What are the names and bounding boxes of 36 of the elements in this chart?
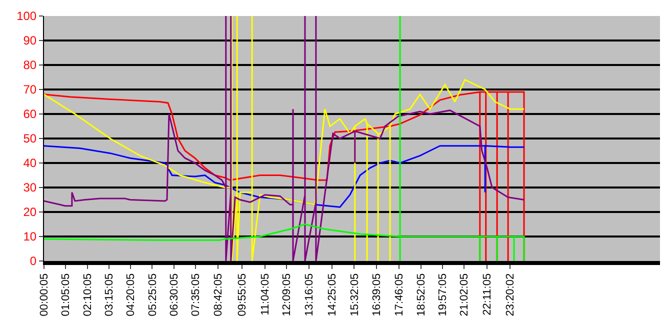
line-series <box>44 91 525 261</box>
y-tick-label: 30 <box>23 180 37 195</box>
y-tick-label: 50 <box>23 132 37 146</box>
x-tick-label: 13:16:05 <box>304 273 316 316</box>
x-tick-label: 08:42:05 <box>212 273 224 316</box>
x-tick-label: 11:04:05 <box>260 273 272 316</box>
x-tick-label: 00:00:05 <box>38 273 51 316</box>
x-tick-label: 02:10:05 <box>82 273 94 316</box>
y-tick-label: 0 <box>30 254 37 268</box>
y-tick-label: 40 <box>23 156 37 170</box>
x-tick-label: 23:20:02 <box>504 273 516 316</box>
x-tick-label: 05:25:05 <box>146 273 159 316</box>
x-tick-label: 14:25:05 <box>326 273 338 316</box>
y-tick-label: 70 <box>23 82 37 97</box>
x-tick-label: 04:20:05 <box>125 273 138 316</box>
x-tick-label: 07:35:05 <box>190 273 202 316</box>
y-tick-label: 60 <box>23 107 37 122</box>
x-tick-label: 12:09:05 <box>281 273 294 316</box>
y-tick-label: 80 <box>23 58 37 72</box>
x-tick-label: 22:11:05 <box>482 273 494 316</box>
x-tick-label: 18:52:05 <box>415 273 428 316</box>
y-tick-label: 90 <box>23 34 37 48</box>
line-series <box>44 145 525 208</box>
y-tick-label: 10 <box>23 230 37 244</box>
x-tick-label: 01:05:05 <box>60 273 72 316</box>
x-tick-label: 03:15:05 <box>103 273 116 316</box>
x-tick-label: 06:30:05 <box>168 273 180 316</box>
x-tick-label: 16:39:05 <box>371 273 384 316</box>
y-tick-label: 20 <box>23 205 37 220</box>
x-tick-label: 09:55:05 <box>236 273 249 316</box>
x-tick-label: 19:57:05 <box>436 273 449 316</box>
x-tick-label: 21:02:05 <box>458 273 471 316</box>
y-tick-label: 100 <box>16 9 37 24</box>
x-tick-label: 15:32:05 <box>348 273 361 316</box>
line-series <box>44 16 525 261</box>
x-tick-label: 17:46:05 <box>393 273 406 316</box>
